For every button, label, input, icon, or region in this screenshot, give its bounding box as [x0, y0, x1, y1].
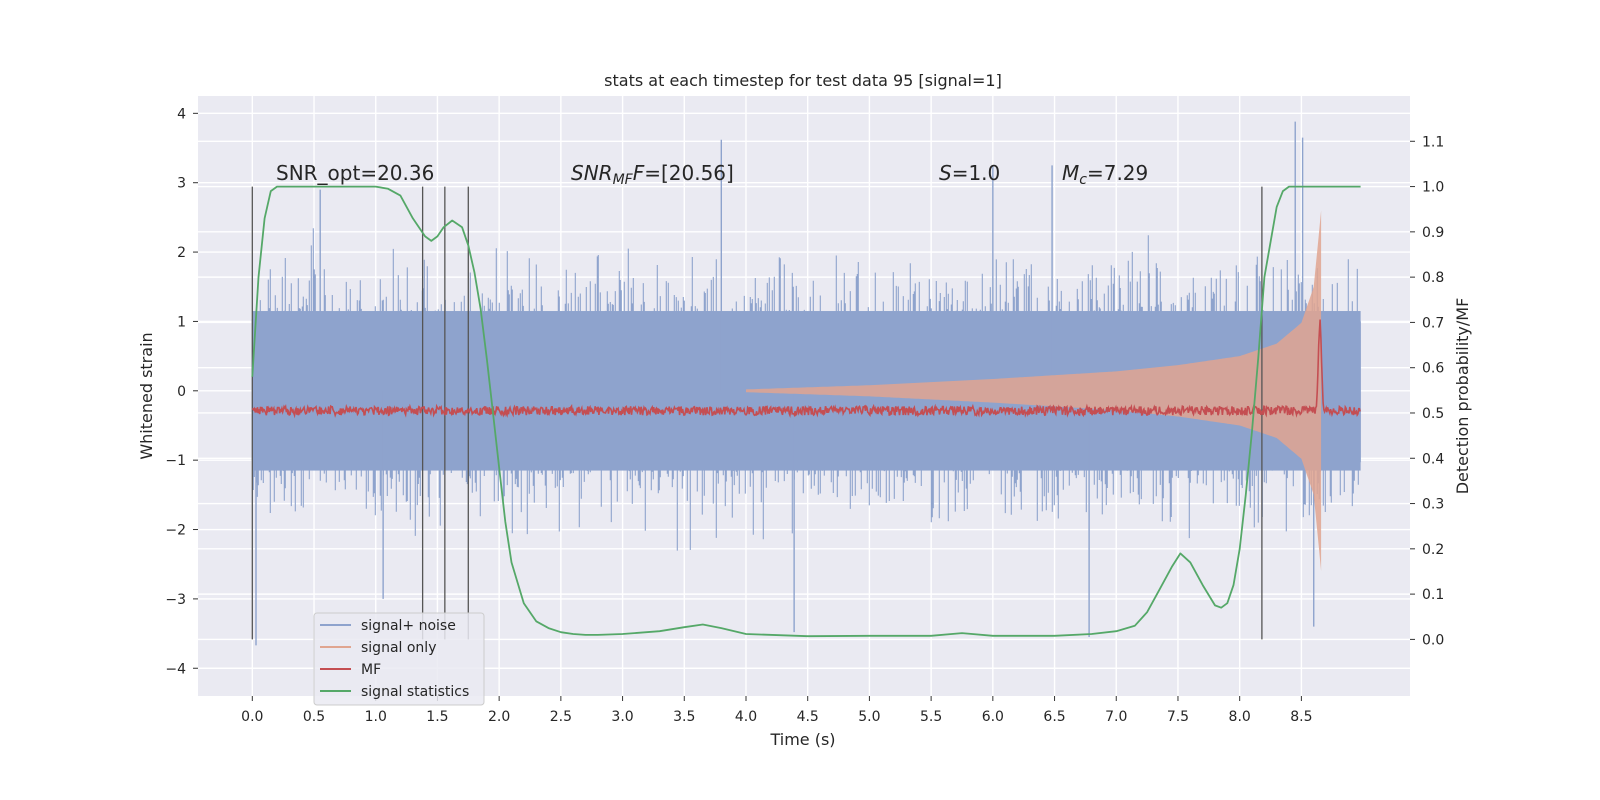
x-tick-label: 6.0 — [982, 709, 1004, 725]
mf-series — [251, 319, 1361, 419]
annotation-snr-opt: SNR_opt=20.36 — [276, 161, 434, 185]
x-tick-label: 2.0 — [488, 709, 510, 725]
chart-title: stats at each timestep for test data 95 … — [604, 71, 1002, 90]
x-tick-label: 8.0 — [1229, 709, 1251, 725]
mc-value: =7.29 — [1087, 161, 1148, 185]
signal-only-envelope — [746, 210, 1322, 572]
x-tick-label: 1.0 — [365, 709, 387, 725]
x-tick-label: 3.0 — [611, 709, 633, 725]
y2-tick-label: 0.7 — [1422, 315, 1444, 331]
snr-mf-sub: MF — [613, 172, 634, 188]
x-axis-label: Time (s) — [769, 730, 835, 749]
snr-mf-f: F — [633, 161, 645, 185]
y2-tick-label: 0.4 — [1422, 451, 1444, 467]
y2-axis-label: Detection probability/MF — [1453, 298, 1472, 495]
mc-var: M — [1062, 161, 1079, 185]
mc-sub: c — [1079, 172, 1087, 188]
y2-tick-label: 0.5 — [1422, 406, 1444, 422]
x-tick-label: 2.5 — [550, 709, 572, 725]
x-tick-label: 0.0 — [241, 709, 263, 725]
y-tick-label: 4 — [177, 106, 186, 122]
snr-mf-value: =[20.56] — [644, 161, 734, 185]
x-tick-label: 1.5 — [426, 709, 448, 725]
y2-tick-label: 0.6 — [1422, 361, 1444, 377]
annotation-s: S=1.0 — [939, 161, 1000, 185]
s-var: S — [939, 161, 952, 185]
y2-tick-label: 0.2 — [1422, 542, 1444, 558]
legend: signal+ noise signal only MF signal stat… — [313, 612, 485, 706]
legend-label-mf: MF — [361, 662, 381, 678]
y2-tick-label: 0.3 — [1422, 497, 1444, 513]
signal-statistics-line — [251, 185, 1361, 638]
y2-axis-ticks: 1.1 1.0 0.9 0.8 0.7 0.6 0.5 0.4 0.3 0.2 0.1 0.0 — [1410, 134, 1444, 648]
legend-box — [313, 612, 485, 706]
y-tick-label: 2 — [177, 245, 186, 261]
y2-tick-label: 1.1 — [1422, 134, 1444, 150]
y-axis-ticks: 4 3 2 1 0 −1 −2 −3 −4 — [165, 106, 198, 677]
x-tick-label: 3.5 — [673, 709, 695, 725]
annotation-snr-mf: SNRMFF=[20.56] — [571, 161, 734, 188]
legend-label-statistics: signal statistics — [361, 684, 469, 700]
x-tick-label: 4.0 — [735, 709, 757, 725]
x-tick-label: 7.5 — [1167, 709, 1189, 725]
signal-statistics-series — [251, 185, 1361, 638]
snr-mf-prefix: SNR — [571, 161, 613, 185]
s-value: =1.0 — [952, 161, 1001, 185]
x-tick-label: 6.5 — [1043, 709, 1065, 725]
y2-tick-label: 0.1 — [1422, 587, 1444, 603]
mf-line — [251, 319, 1361, 419]
legend-label-noise: signal+ noise — [361, 618, 456, 634]
y2-tick-label: 0.9 — [1422, 225, 1444, 241]
x-tick-label: 7.0 — [1105, 709, 1127, 725]
y-tick-label: −4 — [165, 661, 186, 677]
y-tick-label: −3 — [165, 592, 186, 608]
y-tick-label: −2 — [165, 523, 186, 539]
x-tick-label: 0.5 — [303, 709, 325, 725]
y2-tick-label: 0.8 — [1422, 270, 1444, 286]
y2-tick-label: 1.0 — [1422, 180, 1444, 196]
y-tick-label: 1 — [177, 314, 186, 330]
x-tick-label: 5.0 — [858, 709, 880, 725]
x-tick-label: 8.5 — [1290, 709, 1312, 725]
y-tick-label: −1 — [165, 453, 186, 469]
annotation-mc: Mc=7.29 — [1062, 161, 1148, 188]
signal-only-series — [746, 210, 1322, 572]
y-axis-label: Whitened strain — [137, 332, 156, 459]
y-tick-label: 0 — [177, 384, 186, 400]
y-tick-label: 3 — [177, 176, 186, 192]
legend-label-signal-only: signal only — [361, 640, 436, 656]
x-tick-label: 4.5 — [797, 709, 819, 725]
x-axis-ticks: 0.0 0.5 1.0 1.5 2.0 2.5 3.0 3.5 4.0 4.5 5.0 5.5 6.0 6… — [241, 696, 1313, 725]
x-tick-label: 5.5 — [920, 709, 942, 725]
y2-tick-label: 0.0 — [1422, 632, 1444, 648]
